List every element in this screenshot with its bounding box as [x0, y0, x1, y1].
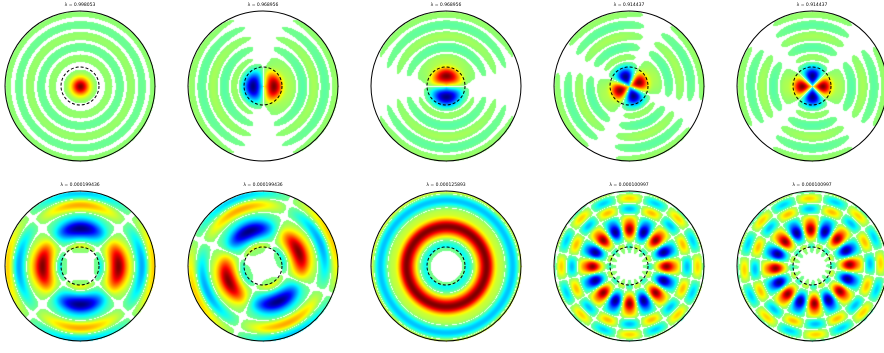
field-heatmap — [366, 186, 526, 346]
inner-dashed-circle — [792, 246, 832, 286]
inner-dashed-circle — [426, 246, 466, 286]
panel-title: λ = 0.914437 — [796, 3, 828, 8]
panel-title: λ = 0.000199436 — [243, 183, 283, 188]
panel-title: λ = 0.998053 — [64, 3, 96, 8]
outer-boundary-circle — [370, 10, 522, 162]
field-heatmap — [549, 6, 709, 166]
eigenfunction-plot — [183, 6, 343, 166]
outer-boundary-circle — [370, 190, 522, 342]
eigenfunction-panel: λ = 0.000125893 — [366, 183, 526, 353]
outer-boundary-circle — [736, 190, 884, 342]
panel-title: λ = 0.000100997 — [792, 183, 832, 188]
eigenfunction-plot — [549, 186, 709, 346]
inner-dashed-circle — [792, 66, 832, 106]
panel-title: λ = 0.914437 — [613, 3, 645, 8]
eigenfunction-panel: λ = 0.914437 — [549, 3, 709, 173]
eigenfunction-plot — [0, 186, 160, 346]
panel-title: λ = 0.000125893 — [426, 183, 466, 188]
panel-title: λ = 0.000100997 — [609, 183, 649, 188]
panel-title: λ = 0.968956 — [247, 3, 279, 8]
outer-boundary-circle — [187, 10, 339, 162]
inner-dashed-circle — [609, 66, 649, 106]
eigenfunction-panel: λ = 0.000199436 — [183, 183, 343, 353]
field-heatmap — [0, 186, 160, 346]
inner-dashed-circle — [60, 246, 100, 286]
field-heatmap — [549, 186, 709, 346]
eigenfunction-panel: λ = 0.000199436 — [0, 183, 160, 353]
panel-title: λ = 0.968956 — [430, 3, 462, 8]
outer-boundary-circle — [187, 190, 339, 342]
field-heatmap — [732, 186, 884, 346]
inner-dashed-circle — [609, 246, 649, 286]
field-heatmap — [732, 6, 884, 166]
panel-title: λ = 0.000199436 — [60, 183, 100, 188]
eigenfunction-plot — [0, 6, 160, 166]
eigenfunction-plot — [732, 6, 884, 166]
field-heatmap — [183, 6, 343, 166]
eigenfunction-panel: λ = 0.000100997 — [732, 183, 884, 353]
inner-dashed-circle — [243, 246, 283, 286]
eigenfunction-plot — [183, 186, 343, 346]
outer-boundary-circle — [736, 10, 884, 162]
inner-dashed-circle — [426, 66, 466, 106]
field-heatmap — [0, 6, 160, 166]
eigenfunction-plot — [366, 6, 526, 166]
eigenfunction-plot — [366, 186, 526, 346]
eigenfunction-panel: λ = 0.000100997 — [549, 183, 709, 353]
field-heatmap — [183, 186, 343, 346]
eigenfunction-plot — [549, 6, 709, 166]
outer-boundary-circle — [4, 190, 156, 342]
eigenfunction-panel: λ = 0.968956 — [366, 3, 526, 173]
field-heatmap — [366, 6, 526, 166]
eigenfunction-panel: λ = 0.914437 — [732, 3, 884, 173]
eigenfunction-panel: λ = 0.998053 — [0, 3, 160, 173]
eigenfunction-panel: λ = 0.968956 — [183, 3, 343, 173]
outer-boundary-circle — [4, 10, 156, 162]
inner-dashed-circle — [60, 66, 100, 106]
eigenfunction-plot — [732, 186, 884, 346]
outer-boundary-circle — [553, 10, 705, 162]
inner-dashed-circle — [243, 66, 283, 106]
outer-boundary-circle — [553, 190, 705, 342]
